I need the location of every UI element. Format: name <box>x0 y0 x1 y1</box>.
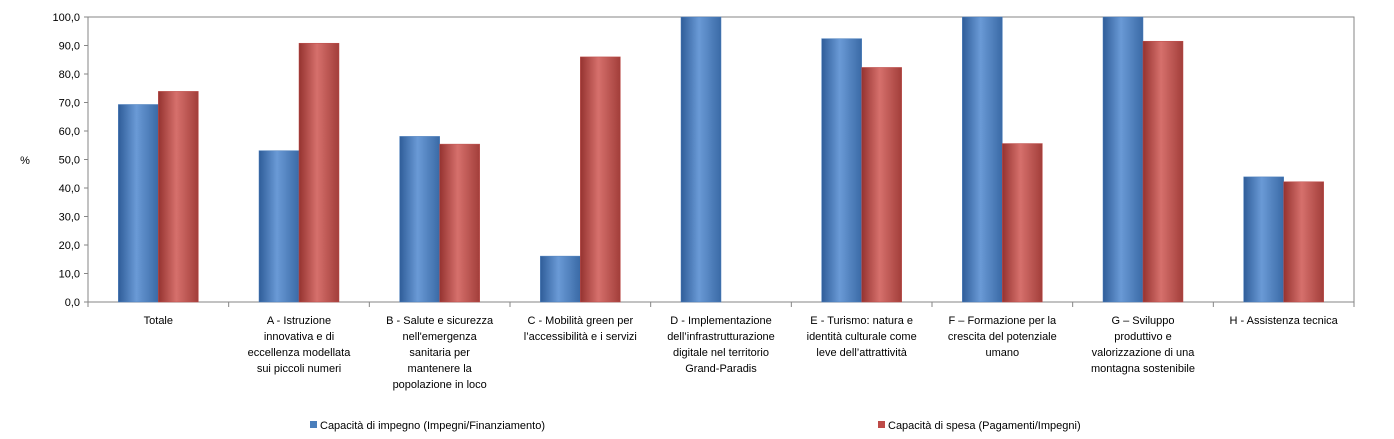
x-category-label-line: Totale <box>144 315 173 327</box>
bar-spesa <box>298 42 340 303</box>
x-category-label-line: crescita del potenziale <box>948 331 1057 343</box>
bar-impegno <box>1243 176 1284 303</box>
x-category-label-line: Grand-Paradis <box>685 363 757 375</box>
x-category-label: Totale <box>144 315 173 327</box>
y-tick-label: 20,0 <box>59 240 80 252</box>
bar-impegno <box>821 38 862 303</box>
x-category-label-line: identità culturale come <box>807 331 917 343</box>
y-tick-label: 0,0 <box>65 297 80 309</box>
bar-spesa <box>580 56 621 303</box>
bar-impegno <box>258 150 300 303</box>
y-tick-label: 50,0 <box>59 155 80 167</box>
legend-label: Capacità di impegno (Impegni/Finanziamen… <box>320 420 545 432</box>
x-category-label: E - Turismo: natura e identità culturale … <box>807 315 917 359</box>
bar-spesa <box>158 91 199 303</box>
y-tick-label: 40,0 <box>59 183 80 195</box>
x-category-label-line: F – Formazione per la <box>949 315 1057 327</box>
x-category-label: B - Salute e sicurezza nell'emergenza sani… <box>386 315 494 391</box>
x-category-label-line: leve dell’attrattività <box>816 347 907 359</box>
x-category-label-line: G – Sviluppo <box>1112 315 1175 327</box>
x-category-label-line: produttivo e <box>1114 331 1171 343</box>
bar-spesa <box>439 143 480 303</box>
y-tick-label: 100,0 <box>52 12 80 24</box>
x-category-label-line: montagna sostenibile <box>1091 363 1195 375</box>
x-category-label-line: digitale nel territorio <box>673 347 769 359</box>
x-category-label-line: nell'emergenza <box>403 331 478 343</box>
x-category-label: G – Sviluppo produttivo e valorizzazione d… <box>1091 315 1195 375</box>
x-category-label: C - Mobilità green per l’accessibilità e … <box>524 315 637 343</box>
x-category-label-line: l’accessibilità e i servizi <box>524 331 637 343</box>
y-tick-label: 30,0 <box>59 212 80 224</box>
x-category-label: F – Formazione per la crescita del potenz… <box>948 315 1057 359</box>
x-category-label-line: sanitaria per <box>409 347 470 359</box>
bar-spesa <box>861 67 902 303</box>
y-tick-label: 80,0 <box>59 69 80 81</box>
bar-spesa <box>1002 143 1043 303</box>
bar-impegno <box>1102 16 1144 303</box>
y-tick-label: 70,0 <box>59 98 80 110</box>
x-category-label-line: valorizzazione di una <box>1092 347 1196 359</box>
bar-impegno <box>540 255 581 303</box>
x-category-label-line: innovativa e di <box>264 331 334 343</box>
bar-impegno <box>399 136 440 303</box>
bar-impegno <box>680 16 722 303</box>
bar-impegno <box>118 104 159 303</box>
x-category-label-line: D - Implementazione <box>670 315 772 327</box>
x-category-label-line: B - Salute e sicurezza <box>386 315 494 327</box>
x-category-label-line: H - Assistenza tecnica <box>1230 315 1339 327</box>
y-axis-label: % <box>20 155 30 167</box>
y-tick-label: 10,0 <box>59 269 80 281</box>
x-category-label-line: mantenere la <box>408 363 473 375</box>
x-category-label: D - Implementazione dell’infrastrutturazi… <box>667 315 775 375</box>
y-tick-label: 90,0 <box>59 41 80 53</box>
x-category-label-line: sui piccoli numeri <box>257 363 341 375</box>
bar-impegno <box>962 16 1003 303</box>
x-category-label: A - Istruzione innovativa e di eccellenza … <box>248 315 352 375</box>
x-category-label-line: eccellenza modellata <box>248 347 352 359</box>
legend-swatch <box>878 421 885 428</box>
x-category-label-line: popolazione in loco <box>393 379 487 391</box>
y-tick-label: 60,0 <box>59 126 80 138</box>
x-category-label-line: dell’infrastrutturazione <box>667 331 775 343</box>
x-category-label-line: umano <box>986 347 1020 359</box>
bar-spesa <box>1283 181 1324 303</box>
x-category-label: H - Assistenza tecnica <box>1230 315 1339 327</box>
legend-label: Capacità di spesa (Pagamenti/Impegni) <box>888 420 1081 432</box>
x-category-label-line: E - Turismo: natura e <box>810 315 913 327</box>
bar-spesa <box>1142 40 1184 303</box>
legend-swatch <box>310 421 317 428</box>
x-category-label-line: C - Mobilità green per <box>527 315 633 327</box>
x-category-label-line: A - Istruzione <box>267 315 331 327</box>
